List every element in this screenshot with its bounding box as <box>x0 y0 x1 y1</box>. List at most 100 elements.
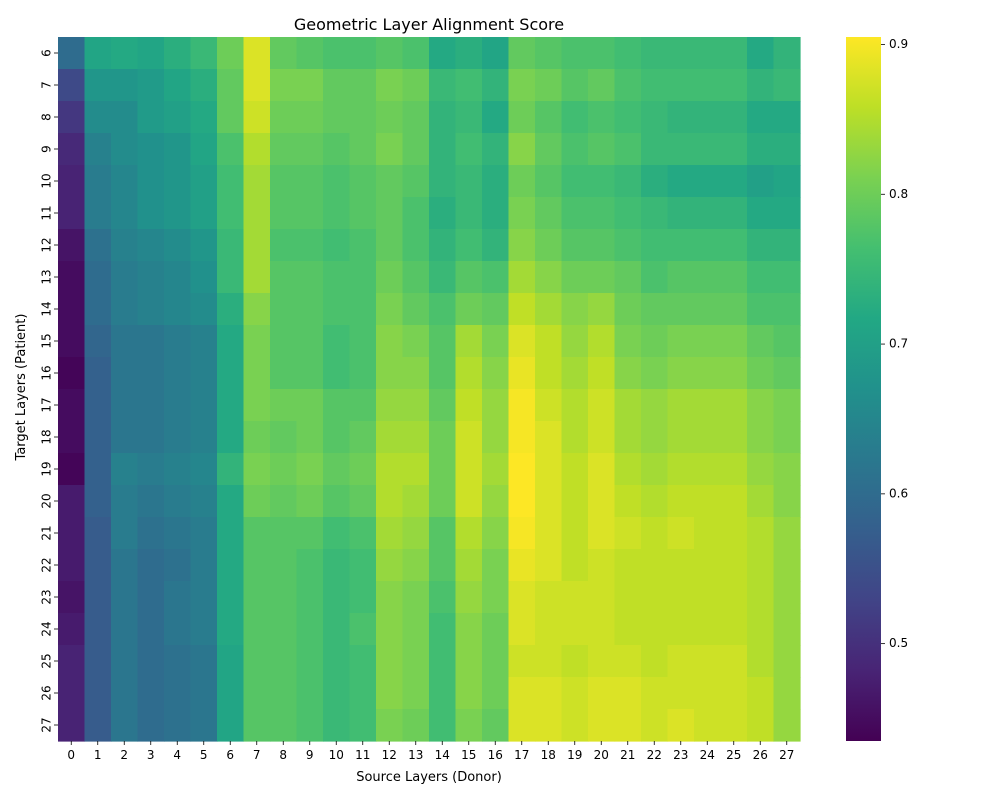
heatmap-cell <box>323 453 351 486</box>
x-tick-label: 21 <box>620 748 635 762</box>
heatmap-cell <box>667 101 695 134</box>
heatmap-cell <box>323 325 351 358</box>
heatmap-cell <box>190 709 218 742</box>
heatmap-cell <box>535 485 563 518</box>
heatmap-cell <box>508 581 536 614</box>
heatmap-cell <box>694 453 722 486</box>
heatmap-cell <box>402 677 430 710</box>
heatmap-cell <box>111 421 139 454</box>
heatmap-cell <box>535 581 563 614</box>
heatmap-cell <box>535 613 563 646</box>
heatmap-cell <box>243 197 271 230</box>
heatmap-cell <box>747 421 775 454</box>
heatmap-cell <box>376 485 404 518</box>
heatmap-cell <box>402 517 430 550</box>
heatmap-cell <box>111 325 139 358</box>
heatmap-cell <box>508 69 536 102</box>
heatmap-cell <box>349 645 377 678</box>
heatmap-cell <box>376 677 404 710</box>
heatmap-cell <box>508 261 536 294</box>
heatmap-cell <box>667 69 695 102</box>
heatmap-cell <box>535 261 563 294</box>
heatmap-cell <box>641 261 669 294</box>
heatmap-cell <box>270 709 298 742</box>
heatmap-cell <box>243 581 271 614</box>
heatmap-cell <box>720 581 748 614</box>
heatmap-cell <box>349 133 377 166</box>
heatmap-cell <box>243 261 271 294</box>
heatmap-cell <box>376 389 404 422</box>
heatmap-cell <box>164 485 192 518</box>
heatmap-cell <box>747 229 775 262</box>
heatmap-cell <box>58 133 86 166</box>
heatmap-cell <box>561 229 589 262</box>
heatmap-cell <box>164 37 192 70</box>
heatmap-cell <box>164 69 192 102</box>
heatmap-cell <box>84 613 112 646</box>
x-tick-label: 4 <box>173 748 181 762</box>
heatmap-cell <box>296 197 324 230</box>
heatmap-cell <box>482 165 510 198</box>
heatmap-cell <box>535 357 563 390</box>
x-tick-label: 2 <box>120 748 128 762</box>
heatmap-cell <box>376 549 404 582</box>
heatmap-cell <box>747 69 775 102</box>
heatmap-cell <box>243 325 271 358</box>
heatmap-cell <box>429 389 457 422</box>
heatmap-cell <box>349 357 377 390</box>
heatmap-cell <box>720 517 748 550</box>
heatmap-cell <box>137 709 165 742</box>
heatmap-cell <box>164 133 192 166</box>
heatmap-cell <box>667 229 695 262</box>
heatmap-cell <box>747 165 775 198</box>
heatmap-cell <box>694 69 722 102</box>
heatmap-cell <box>667 133 695 166</box>
heatmap-cell <box>323 357 351 390</box>
x-tick-label: 0 <box>67 748 75 762</box>
heatmap-cell <box>111 645 139 678</box>
heatmap-cell <box>137 261 165 294</box>
heatmap-cell <box>641 485 669 518</box>
heatmap-cell <box>720 101 748 134</box>
heatmap-cell <box>296 165 324 198</box>
heatmap-cell <box>349 197 377 230</box>
heatmap-cell <box>58 229 86 262</box>
heatmap-cell <box>349 389 377 422</box>
heatmap-cell <box>296 293 324 326</box>
heatmap-cell <box>508 517 536 550</box>
heatmap-cell <box>58 165 86 198</box>
heatmap-cell <box>773 325 801 358</box>
heatmap-cell <box>482 293 510 326</box>
heatmap-cell <box>58 197 86 230</box>
heatmap-cell <box>402 453 430 486</box>
heatmap-cell <box>84 101 112 134</box>
heatmap-cell <box>402 293 430 326</box>
heatmap-cell <box>137 421 165 454</box>
heatmap-cell <box>376 261 404 294</box>
heatmap-cell <box>84 645 112 678</box>
heatmap-cell <box>588 197 616 230</box>
heatmap-cell <box>296 613 324 646</box>
heatmap-cell <box>243 613 271 646</box>
heatmap-cell <box>270 453 298 486</box>
heatmap-cell <box>270 133 298 166</box>
heatmap-cell <box>614 101 642 134</box>
heatmap-cell <box>588 389 616 422</box>
heatmap-cell <box>694 133 722 166</box>
heatmap-cell <box>58 709 86 742</box>
heatmap-cell <box>455 37 483 70</box>
heatmap-cell <box>243 357 271 390</box>
heatmap-cell <box>296 229 324 262</box>
heatmap-cell <box>588 101 616 134</box>
heatmap-cell <box>694 613 722 646</box>
heatmap-cell <box>561 389 589 422</box>
heatmap-cell <box>376 197 404 230</box>
heatmap-cell <box>535 101 563 134</box>
heatmap-cell <box>164 645 192 678</box>
heatmap-cell <box>376 325 404 358</box>
x-tick-label: 23 <box>673 748 688 762</box>
heatmap-cell <box>84 709 112 742</box>
heatmap-cell <box>58 325 86 358</box>
heatmap-cell <box>270 261 298 294</box>
